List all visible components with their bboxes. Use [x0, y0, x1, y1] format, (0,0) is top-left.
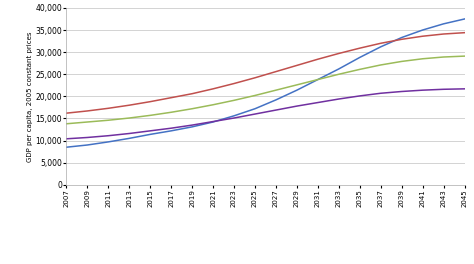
ASIA: [315, 58, 321, 61]
Dworld: [168, 127, 174, 130]
LA: [378, 45, 383, 48]
World: [127, 116, 132, 120]
LA: [294, 89, 300, 92]
Dworld: [127, 132, 132, 135]
LA: [189, 125, 195, 129]
World: [105, 119, 111, 122]
ASIA: [357, 46, 363, 50]
World: [168, 111, 174, 114]
World: [399, 60, 404, 63]
LA: [147, 133, 153, 136]
LA: [64, 146, 69, 149]
LA: [462, 17, 467, 21]
Dworld: [210, 120, 216, 123]
LA: [127, 137, 132, 140]
LA: [357, 56, 363, 59]
Dworld: [462, 87, 467, 91]
LA: [399, 36, 404, 39]
Dworld: [441, 88, 447, 91]
LA: [336, 67, 342, 70]
Dworld: [336, 97, 342, 101]
Dworld: [189, 124, 195, 127]
LA: [441, 22, 447, 25]
ASIA: [231, 82, 237, 85]
ASIA: [420, 35, 426, 38]
Dworld: [273, 109, 279, 112]
ASIA: [462, 31, 467, 34]
LA: [273, 98, 279, 101]
Line: World: World: [66, 56, 465, 124]
ASIA: [336, 52, 342, 55]
Dworld: [357, 94, 363, 97]
Line: Dworld: Dworld: [66, 89, 465, 139]
Dworld: [231, 116, 237, 120]
World: [64, 122, 69, 125]
Dworld: [84, 136, 90, 139]
World: [294, 83, 300, 86]
LA: [231, 114, 237, 117]
World: [189, 107, 195, 110]
ASIA: [168, 96, 174, 99]
World: [84, 120, 90, 124]
Dworld: [378, 92, 383, 95]
ASIA: [273, 70, 279, 73]
Line: LA: LA: [66, 19, 465, 147]
Dworld: [105, 134, 111, 137]
ASIA: [441, 32, 447, 36]
LA: [84, 143, 90, 147]
World: [336, 73, 342, 76]
World: [210, 103, 216, 106]
ASIA: [105, 107, 111, 110]
World: [441, 55, 447, 59]
LA: [105, 140, 111, 144]
World: [273, 89, 279, 92]
Dworld: [399, 90, 404, 93]
LA: [252, 107, 258, 110]
World: [420, 57, 426, 60]
Dworld: [420, 89, 426, 92]
LA: [420, 29, 426, 32]
World: [357, 68, 363, 71]
ASIA: [127, 103, 132, 107]
ASIA: [252, 76, 258, 79]
World: [462, 55, 467, 58]
Dworld: [252, 112, 258, 116]
Dworld: [294, 105, 300, 108]
LA: [315, 78, 321, 81]
World: [147, 114, 153, 117]
Line: ASIA: ASIA: [66, 33, 465, 113]
World: [378, 63, 383, 67]
ASIA: [189, 92, 195, 95]
Dworld: [64, 137, 69, 140]
ASIA: [378, 42, 383, 45]
World: [252, 94, 258, 97]
ASIA: [210, 87, 216, 91]
World: [231, 99, 237, 102]
Dworld: [315, 101, 321, 104]
ASIA: [399, 38, 404, 41]
Y-axis label: GDP per capita, 2005 constant prices: GDP per capita, 2005 constant prices: [27, 31, 33, 162]
ASIA: [64, 112, 69, 115]
World: [315, 78, 321, 81]
LA: [210, 120, 216, 124]
ASIA: [147, 100, 153, 103]
LA: [168, 129, 174, 133]
ASIA: [84, 109, 90, 112]
ASIA: [294, 64, 300, 67]
Dworld: [147, 129, 153, 133]
